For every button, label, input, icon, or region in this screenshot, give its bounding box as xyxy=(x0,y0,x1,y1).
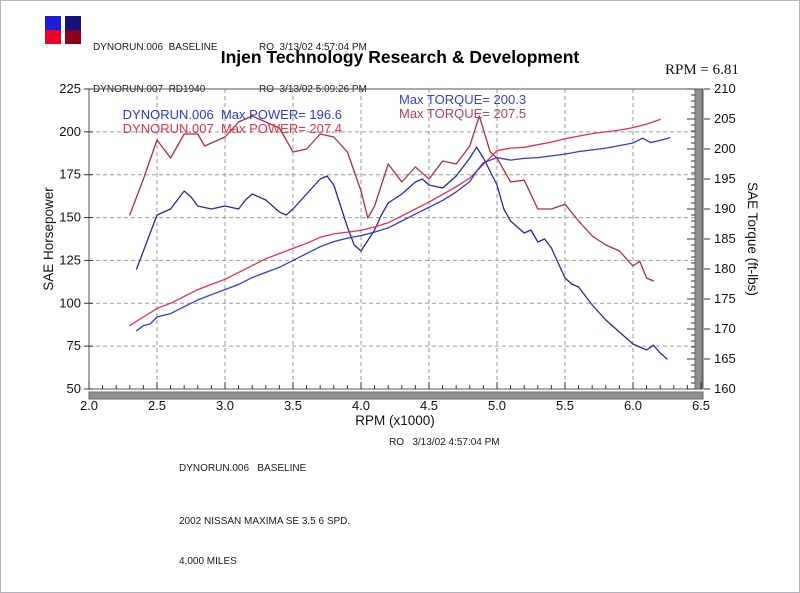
header-run-006: DYNORUN.006 BASELINE xyxy=(93,42,218,53)
dyno-chart-canvas: 225 200 175 150 125 100 75 50 160 165 170 175 180 185… xyxy=(41,81,760,428)
torque-tick-label: 210 xyxy=(714,81,736,96)
rpm-tick-label: 3.5 xyxy=(284,398,302,413)
plot-border xyxy=(88,88,704,390)
left-axis-title: SAE Horsepower xyxy=(41,187,56,291)
hp-tick-label: 225 xyxy=(59,81,81,96)
torque-tick-label: 160 xyxy=(714,381,736,396)
run-details-footer: DYNORUN.006 BASELINE RO 3/13/02 4:57:04 … xyxy=(179,436,579,592)
page-title: Injen Technology Research & Development xyxy=(220,47,580,67)
legend-run-007: DYNORUN.007 xyxy=(122,121,214,136)
rpm-tick-label: 2.5 xyxy=(148,398,166,413)
run-details-006-miles: 4,000 MILES xyxy=(179,555,237,567)
torque-tick-label: 205 xyxy=(714,111,736,126)
torque-tick-label: 185 xyxy=(714,231,736,246)
hp-tick-label: 50 xyxy=(67,381,81,396)
series-dynorun007-power xyxy=(129,118,661,327)
rpm-cursor-readout: RPM = 6.81 xyxy=(665,62,739,78)
legend-maxpower-006: Max POWER= 196.6 xyxy=(220,107,342,122)
rpm-tick-label: 2.0 xyxy=(80,398,98,413)
swatch-run006-power xyxy=(45,16,61,30)
rpm-tick-label: 4.5 xyxy=(420,398,438,413)
legend-row-006: DYNORUN.006 Max POWER= 196.6 Max TORQUE=… xyxy=(101,92,526,152)
rpm-tick-label: 3.0 xyxy=(216,398,234,413)
series-dynorun006-torque xyxy=(135,146,668,360)
rpm-tick-label: 5.0 xyxy=(488,398,506,413)
rpm-tick-label: 5.5 xyxy=(556,398,574,413)
hp-tick-label: 200 xyxy=(59,124,81,139)
run-color-swatches xyxy=(45,16,81,44)
hp-tick-label: 150 xyxy=(59,210,81,225)
run-details-006: DYNORUN.006 BASELINE RO 3/13/02 4:57:04 … xyxy=(179,436,579,592)
series-dynorun007-torque xyxy=(129,115,655,282)
legend-maxtorque-007: Max TORQUE= 207.5 xyxy=(399,106,527,121)
rpm-tick-label: 4.0 xyxy=(352,398,370,413)
run-details-006-vehicle: 2002 NISSAN MAXIMA SE 3.5 6 SPD. xyxy=(179,516,351,528)
x-axis-title: RPM (x1000) xyxy=(355,413,435,428)
torque-tick-label: 165 xyxy=(714,351,736,366)
right-axis-title: SAE Torque (ft-lbs) xyxy=(745,182,760,296)
torque-tick-label: 200 xyxy=(714,141,736,156)
rpm-axis-cursor-bar[interactable] xyxy=(88,391,704,400)
swatch-run007-power xyxy=(45,30,61,44)
legend-run-006: DYNORUN.006 xyxy=(122,107,214,122)
hp-tick-label: 125 xyxy=(59,252,81,267)
rpm-tick-label: 6.0 xyxy=(624,398,642,413)
torque-tick-label: 180 xyxy=(714,261,736,276)
torque-tick-label: 190 xyxy=(714,201,736,216)
legend-maxpower-007: Max POWER= 207.4 xyxy=(220,121,342,136)
torque-tick-label: 170 xyxy=(714,321,736,336)
rpm-tick-label: 6.5 xyxy=(692,398,710,413)
hp-tick-label: 175 xyxy=(59,167,81,182)
legend-maxtorque-006: Max TORQUE= 200.3 xyxy=(399,92,527,107)
run-details-006-stamp: RO 3/13/02 4:57:04 PM xyxy=(389,437,500,448)
torque-tick-label: 195 xyxy=(714,171,736,186)
run-details-006-line1: DYNORUN.006 BASELINE xyxy=(179,463,307,475)
swatch-run007-torque xyxy=(65,30,81,44)
hp-tick-label: 75 xyxy=(67,338,81,353)
hp-tick-label: 100 xyxy=(59,295,81,310)
legend-row-007: DYNORUN.007 Max POWER= 207.4 Max TORQUE=… xyxy=(101,106,526,166)
swatch-run006-torque xyxy=(65,16,81,30)
dyno-chart: 225 200 175 150 125 100 75 50 160 165 170 175 180 185… xyxy=(1,61,799,436)
header-stamp-006: RO 3/13/02 4:57:04 PM xyxy=(259,42,367,53)
torque-axis-cursor-bar[interactable] xyxy=(694,88,703,390)
series-dynorun006-power xyxy=(135,137,671,332)
torque-tick-label: 175 xyxy=(714,291,736,306)
